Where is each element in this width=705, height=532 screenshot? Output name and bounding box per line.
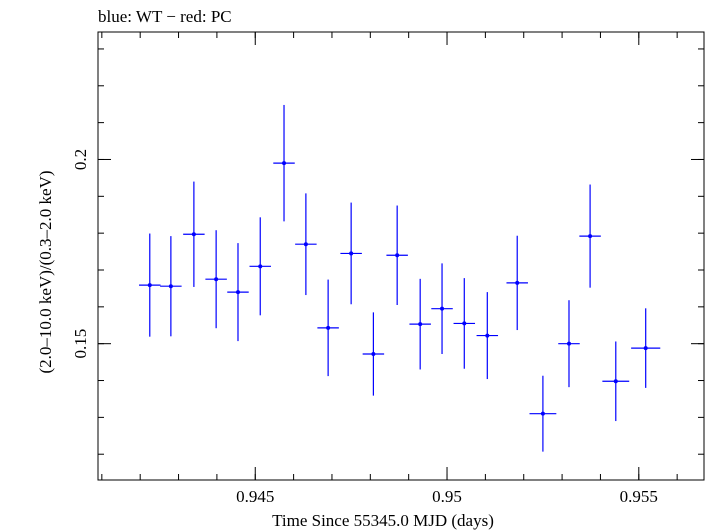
x-axis-label: Time Since 55345.0 MJD (days) — [272, 511, 494, 530]
data-marker — [643, 346, 648, 351]
data-point — [183, 181, 205, 287]
data-marker — [303, 242, 308, 247]
data-point — [409, 278, 431, 370]
data-point — [139, 233, 161, 337]
data-point — [362, 312, 385, 396]
data-point — [579, 184, 601, 288]
data-marker — [418, 322, 423, 327]
data-point — [631, 308, 661, 388]
data-marker — [191, 232, 196, 237]
data-marker — [349, 251, 354, 256]
data-point — [506, 235, 528, 331]
data-point — [273, 104, 295, 222]
data-point — [476, 292, 499, 380]
data-marker — [147, 283, 152, 288]
data-marker — [395, 253, 400, 258]
data-point — [227, 243, 249, 342]
data-point — [529, 375, 557, 452]
y-tick-label: 0.15 — [71, 329, 90, 359]
data-marker — [566, 341, 571, 346]
data-marker — [515, 280, 520, 285]
data-marker — [258, 264, 263, 269]
data-marker — [485, 333, 490, 338]
data-point — [453, 278, 476, 369]
data-marker — [440, 306, 445, 311]
data-point — [386, 205, 408, 305]
data-point — [602, 341, 630, 422]
x-tick-label: 0.955 — [620, 487, 658, 506]
data-marker — [235, 290, 240, 295]
data-marker — [282, 161, 287, 166]
y-tick-label: 0.2 — [71, 149, 90, 170]
chart-title: blue: WT − red: PC — [98, 7, 232, 26]
data-point — [249, 217, 271, 316]
data-marker — [462, 321, 467, 326]
data-marker — [168, 284, 173, 289]
plot-frame — [97, 31, 705, 481]
data-point — [160, 236, 182, 337]
data-point — [558, 300, 580, 388]
data-marker — [214, 277, 219, 282]
data-marker — [371, 352, 376, 356]
data-marker — [540, 411, 545, 416]
x-tick-label: 0.95 — [432, 487, 462, 506]
data-marker — [326, 325, 331, 330]
axis-ticks — [98, 32, 704, 480]
data-series — [139, 104, 661, 452]
tick-labels: 0.945 0.95 0.955 0.15 0.2 — [71, 149, 658, 506]
data-point — [340, 202, 362, 305]
data-marker — [588, 234, 593, 239]
data-point — [317, 279, 339, 377]
data-marker — [613, 379, 618, 384]
y-axis-label: (2.0–10.0 keV)/(0.3–2.0 keV) — [36, 170, 55, 373]
data-point — [431, 263, 453, 354]
x-tick-label: 0.945 — [236, 487, 274, 506]
data-point — [205, 230, 227, 329]
data-point — [295, 193, 317, 296]
